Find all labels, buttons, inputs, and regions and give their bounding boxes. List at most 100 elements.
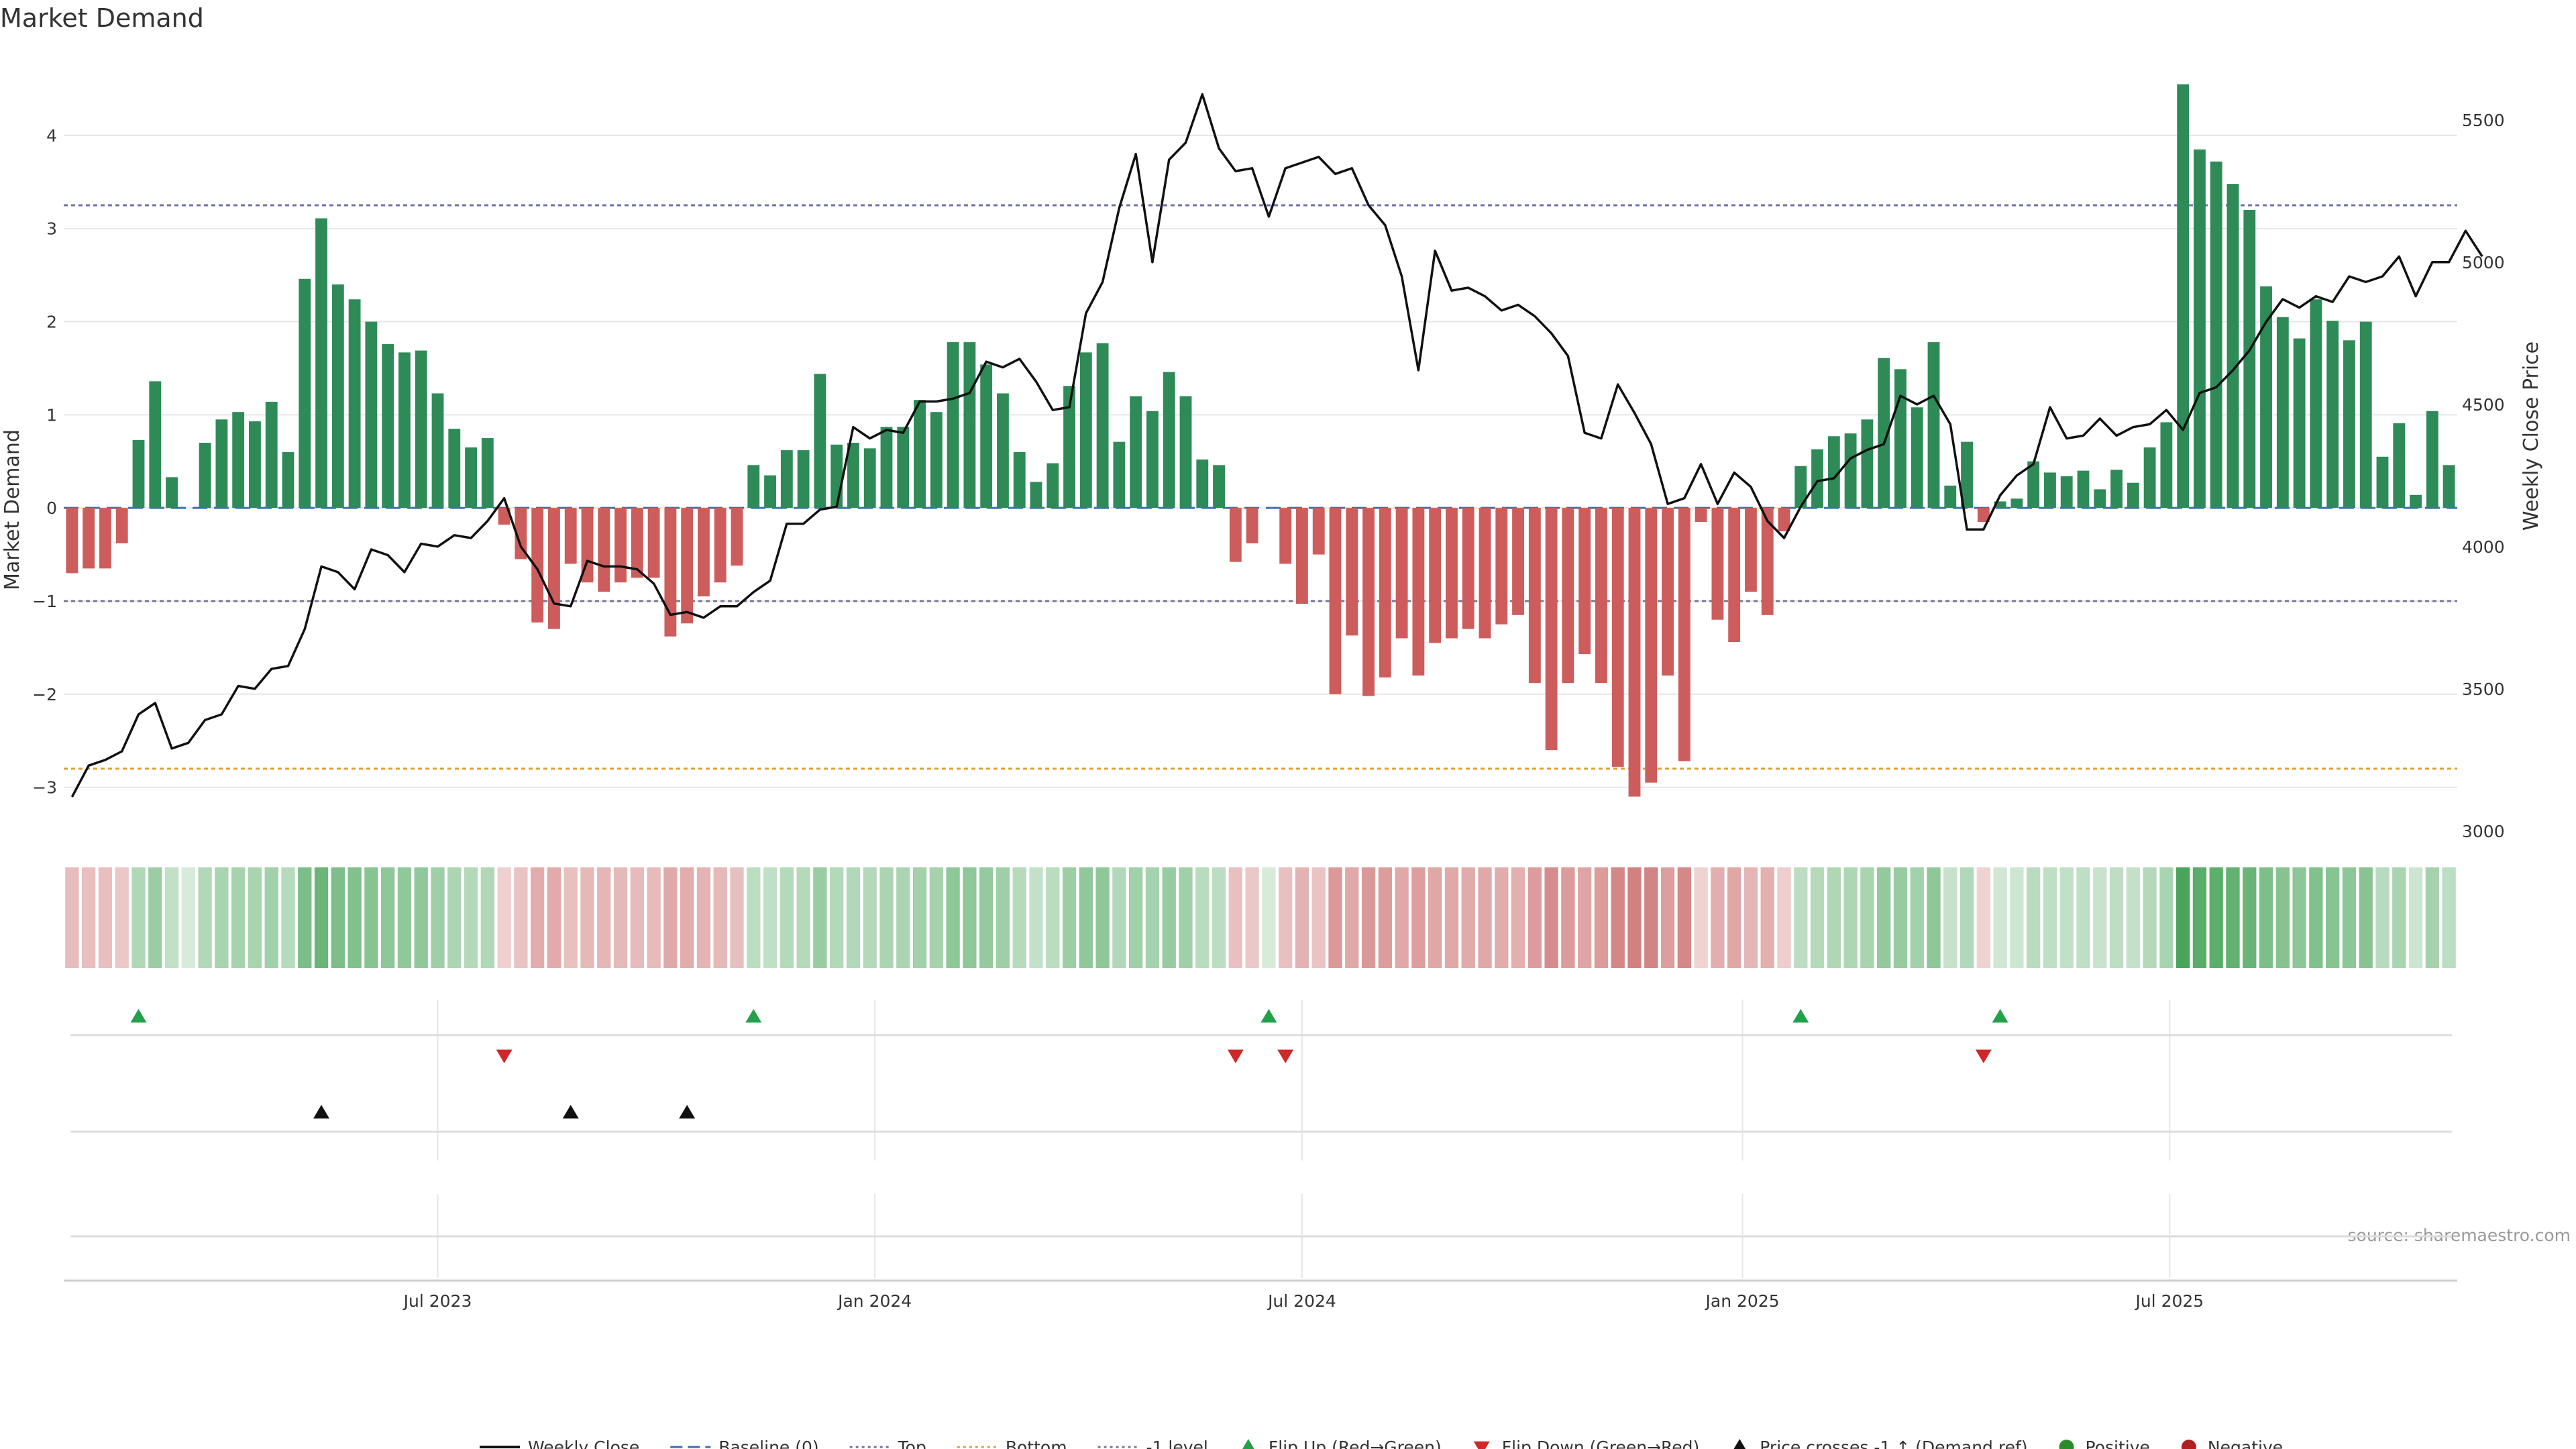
- demand-bar: [581, 508, 594, 583]
- demand-bar: [232, 412, 245, 508]
- demand-bar: [997, 393, 1009, 508]
- demand-bar: [1994, 501, 2006, 508]
- flip-up-marker: [1260, 1009, 1277, 1023]
- demand-bar: [664, 508, 677, 637]
- intensity-cell: [1162, 867, 1176, 968]
- intensity-cell: [2442, 867, 2456, 968]
- intensity-cell: [1129, 867, 1143, 968]
- demand-bar: [1096, 343, 1109, 508]
- intensity-cell: [1195, 867, 1210, 968]
- intensity-cell: [2109, 867, 2124, 968]
- demand-bar: [1927, 342, 1940, 508]
- demand-bar: [1046, 463, 1059, 508]
- intensity-cell: [1727, 867, 1741, 968]
- demand-bar: [1196, 459, 1209, 508]
- demand-bar: [1611, 508, 1624, 767]
- demand-bar: [2276, 317, 2289, 508]
- intensity-cell: [1411, 867, 1426, 968]
- intensity-cell: [1012, 867, 1026, 968]
- demand-bar: [847, 443, 859, 508]
- flip-up-marker: [745, 1009, 762, 1023]
- demand-bar: [1113, 441, 1126, 508]
- demand-bar: [2160, 422, 2173, 508]
- intensity-cell: [1877, 867, 1891, 968]
- demand-bar: [1079, 352, 1092, 508]
- intensity-cell: [1212, 867, 1226, 968]
- demand-bar: [1645, 508, 1658, 783]
- intensity-cell: [1644, 867, 1658, 968]
- intensity-cell: [1561, 867, 1575, 968]
- demand-bar: [2243, 209, 2256, 508]
- intensity-cell: [2392, 867, 2406, 968]
- intensity-cell: [248, 867, 262, 968]
- intensity-cell: [531, 867, 545, 968]
- intensity-cell: [1378, 867, 1392, 968]
- demand-bar: [1844, 433, 1857, 508]
- demand-bar: [1678, 508, 1690, 761]
- intensity-cell: [1345, 867, 1359, 968]
- intensity-cell: [1295, 867, 1309, 968]
- intensity-cell: [1594, 867, 1609, 968]
- legend-label: Baseline (0): [718, 1438, 818, 1449]
- intensity-cell: [231, 867, 246, 968]
- demand-bar: [1446, 508, 1458, 639]
- legend-swatch: [2059, 1440, 2074, 1449]
- y-tick-label: 0: [46, 498, 57, 518]
- intensity-cell: [1993, 867, 2007, 968]
- y2-tick-labels: 3000 3500 4000 4500 5000 5500: [2462, 111, 2505, 841]
- price-series: [70, 93, 2483, 798]
- y2-tick-label: 4500: [2462, 395, 2505, 415]
- demand-bar: [265, 401, 278, 508]
- intensity-cell: [1444, 867, 1459, 968]
- demand-bar: [797, 450, 810, 508]
- intensity-cell: [1777, 867, 1791, 968]
- demand-bar: [1412, 508, 1425, 676]
- event-panels: [64, 1009, 2457, 1282]
- demand-bar: [1911, 407, 1923, 508]
- intensity-cell: [1627, 867, 1642, 968]
- intensity-cell: [713, 867, 727, 968]
- x-tick-label: Jan 2024: [837, 1291, 912, 1311]
- demand-bar: [880, 427, 893, 508]
- demand-bar: [2426, 411, 2438, 508]
- intensity-cell: [82, 867, 96, 968]
- demand-bar: [914, 400, 926, 508]
- intensity-cell: [1112, 867, 1126, 968]
- demand-bar: [1130, 396, 1142, 508]
- intensity-cell: [963, 867, 977, 968]
- demand-bar: [2094, 489, 2106, 508]
- demand-bar: [166, 477, 178, 508]
- intensity-cell: [846, 867, 861, 968]
- intensity-cell: [696, 867, 711, 968]
- y-tick-label: −2: [32, 685, 57, 704]
- intensity-cell: [181, 867, 195, 968]
- demand-bar: [2293, 338, 2306, 508]
- demand-bar: [1229, 508, 1242, 562]
- flip-down-marker: [1227, 1049, 1244, 1063]
- demand-bar: [564, 508, 577, 564]
- demand-bar: [2359, 321, 2372, 508]
- intensity-cell: [2027, 867, 2041, 968]
- demand-bar: [1528, 508, 1541, 684]
- demand-bar: [115, 508, 128, 543]
- gridlines: [64, 134, 2457, 1278]
- intensity-cell: [364, 867, 378, 968]
- legend-swatch: [1242, 1439, 1254, 1449]
- intensity-cell: [1760, 867, 1774, 968]
- intensity-cell: [2226, 867, 2240, 968]
- demand-bar: [2194, 149, 2206, 508]
- intensity-cell: [2059, 867, 2074, 968]
- intensity-cell: [131, 867, 146, 968]
- intensity-cell: [2243, 867, 2257, 968]
- y-tick-label: 4: [46, 126, 57, 146]
- demand-bar: [1063, 386, 1075, 508]
- demand-intensity-strip: [65, 867, 2456, 968]
- demand-bar: [249, 421, 261, 508]
- legend-label: Flip Down (Green→Red): [1502, 1438, 1700, 1449]
- intensity-cell: [1279, 867, 1293, 968]
- demand-bar: [1745, 508, 1757, 592]
- intensity-cell: [65, 867, 79, 968]
- demand-bar: [1362, 508, 1375, 696]
- y2-tick-label: 3000: [2462, 822, 2505, 841]
